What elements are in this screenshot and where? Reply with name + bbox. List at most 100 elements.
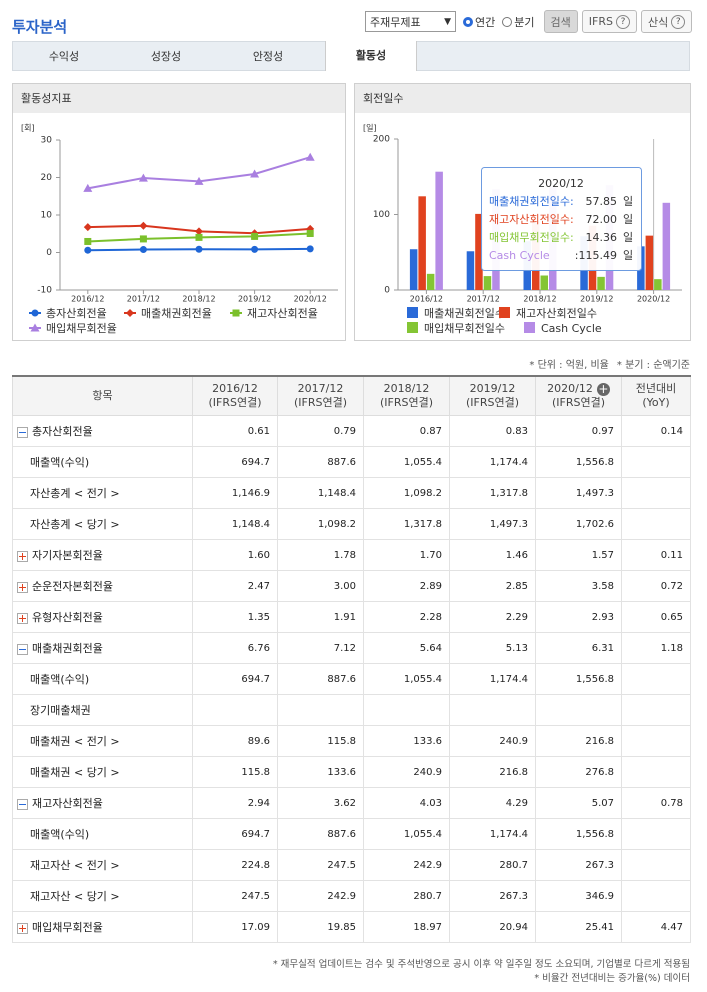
toggle-icon[interactable] (17, 643, 28, 655)
value-cell: 280.7 (363, 880, 450, 912)
cell-value: 19.85 (327, 921, 356, 933)
yoy-cell (621, 694, 691, 726)
yoy-cell (621, 508, 691, 540)
marker (250, 169, 260, 178)
row-label-cell: 자산총계 < 당기 > (12, 508, 193, 540)
table-row: 매출액(수익) 694.7 887.6 1,055.4 1,174.4 1,556.8 (12, 446, 691, 478)
column-header: 전년대비 (YoY) (621, 375, 691, 416)
row-label-cell: 재고자산 < 전기 > (12, 849, 193, 881)
value-cell: 1,055.4 (363, 818, 450, 850)
value-cell: 242.9 (277, 880, 364, 912)
radio-label: 연간 (475, 15, 496, 29)
value-cell: 2.93 (535, 601, 622, 633)
row-label-cell: 유형자산회전율 (12, 601, 193, 633)
marker (232, 309, 240, 317)
ifrs-button[interactable]: IFRS? (581, 10, 637, 33)
value-cell: 89.6 (192, 725, 278, 757)
x-tick-label: 2018/12 (523, 295, 556, 304)
value-cell: 1.46 (449, 539, 536, 571)
row-label: 매출채권회전율 (32, 642, 103, 655)
cell-value: 1.60 (247, 549, 270, 561)
button-label: 검색 (550, 15, 571, 29)
row-label: 매입채무회전율 (32, 921, 103, 934)
row-label: 자산총계 < 전기 > (30, 487, 120, 500)
toggle-icon[interactable] (17, 612, 28, 624)
table-row: 유형자산회전율 1.35 1.91 2.28 2.29 2.93 0.65 (12, 601, 691, 633)
yoy-cell: 0.65 (621, 601, 691, 633)
cell-value: 0.83 (505, 425, 528, 437)
value-cell: 242.9 (363, 849, 450, 881)
legend-swatch (407, 307, 418, 318)
tab[interactable]: 활동성 (325, 41, 417, 71)
value-cell: 25.41 (535, 911, 622, 943)
value-cell: 1,148.4 (277, 477, 364, 509)
toggle-icon[interactable] (17, 426, 28, 438)
cell-value: 1.18 (660, 642, 683, 654)
tab[interactable]: 성장성 (150, 50, 182, 63)
cell-value: 242.9 (327, 890, 356, 902)
cell-value: 280.7 (413, 890, 442, 902)
marker (83, 183, 93, 192)
tooltip-label: Cash Cycle (489, 249, 550, 262)
marker (139, 221, 148, 230)
yoy-cell (621, 725, 691, 757)
value-cell: 1,055.4 (363, 663, 450, 695)
radio-quarter[interactable]: 분기 (502, 14, 535, 30)
footnotes: * 재무실적 업데이트는 검수 및 주석반영으로 공시 이후 약 일주일 정도 … (273, 958, 690, 986)
value-cell: 1,148.4 (192, 508, 278, 540)
toggle-icon[interactable] (17, 550, 28, 562)
x-tick-label: 2016/12 (71, 295, 104, 304)
x-tick-label: 2019/12 (580, 295, 613, 304)
value-cell: 276.8 (535, 756, 622, 788)
row-label: 순운전자본회전율 (32, 580, 113, 593)
table-row: 장기매출채권 (12, 694, 691, 726)
footnote: * 재무실적 업데이트는 검수 및 주석반영으로 공시 이후 약 일주일 정도 … (272, 959, 690, 970)
cell-value: 6.31 (591, 642, 614, 654)
row-label-cell: 매출액(수익) (12, 446, 193, 478)
tooltip-unit: 일 (623, 248, 633, 262)
statement-select[interactable]: 주재무제표 ▼ (365, 11, 456, 32)
tab[interactable]: 안정성 (252, 50, 284, 63)
radio-annual[interactable]: 연간 (463, 14, 495, 30)
marker (195, 233, 203, 241)
table-row: 자기자본회전율 1.60 1.78 1.70 1.46 1.57 0.11 (12, 539, 691, 571)
row-label: 총자산회전율 (32, 425, 93, 438)
cell-value: 240.9 (499, 735, 528, 747)
value-cell: 1,055.4 (363, 446, 450, 478)
column-header: 항목 (12, 375, 193, 416)
unit-label: [회] (21, 124, 35, 133)
row-label-cell: 매출채권 < 전기 > (12, 725, 193, 757)
value-cell: 694.7 (192, 663, 278, 695)
cell-value: 1.91 (333, 611, 356, 623)
cell-value: 0.79 (333, 425, 356, 437)
value-cell: 240.9 (449, 725, 536, 757)
value-cell (535, 694, 622, 726)
toggle-icon[interactable] (17, 581, 28, 593)
value-cell: 115.8 (277, 725, 364, 757)
search-button[interactable]: 검색 (543, 10, 578, 33)
cell-value: 1.46 (505, 549, 528, 561)
expand-icon[interactable]: + (596, 381, 610, 396)
legend-label: 매출채권회전율 (141, 307, 212, 320)
tooltip-unit: 일 (623, 194, 633, 208)
unit-note: * 단위 : 억원, 비율 * 분기 : 순액기준 (529, 356, 690, 371)
toggle-icon[interactable] (17, 798, 28, 810)
tooltip-unit: 일 (623, 230, 633, 244)
formula-button[interactable]: 산식? (640, 10, 693, 33)
cell-value: 5.13 (505, 642, 528, 654)
tooltip-label: 매출채권회전일수: (489, 194, 574, 208)
row-label: 자산총계 < 당기 > (30, 518, 120, 531)
cell-value: 5.07 (591, 797, 614, 809)
cell-value: 694.7 (241, 828, 270, 840)
toggle-icon[interactable] (17, 922, 28, 934)
charts: 활동성지표 [회] -10 0 10 20 30 2016/12 2017/12 2018/12 2… (12, 83, 691, 341)
header-text: 2016/12 (212, 382, 258, 395)
value-cell: 1,497.3 (535, 477, 622, 509)
column-header: 2018/12 (IFRS연결) (363, 375, 450, 416)
header-text: (IFRS연결) (379, 396, 434, 409)
value-cell: 887.6 (277, 818, 364, 850)
cell-value: 887.6 (327, 828, 356, 840)
value-cell: 247.5 (192, 880, 278, 912)
row-label-cell: 매입채무회전율 (12, 911, 193, 943)
tab[interactable]: 수익성 (48, 50, 80, 63)
